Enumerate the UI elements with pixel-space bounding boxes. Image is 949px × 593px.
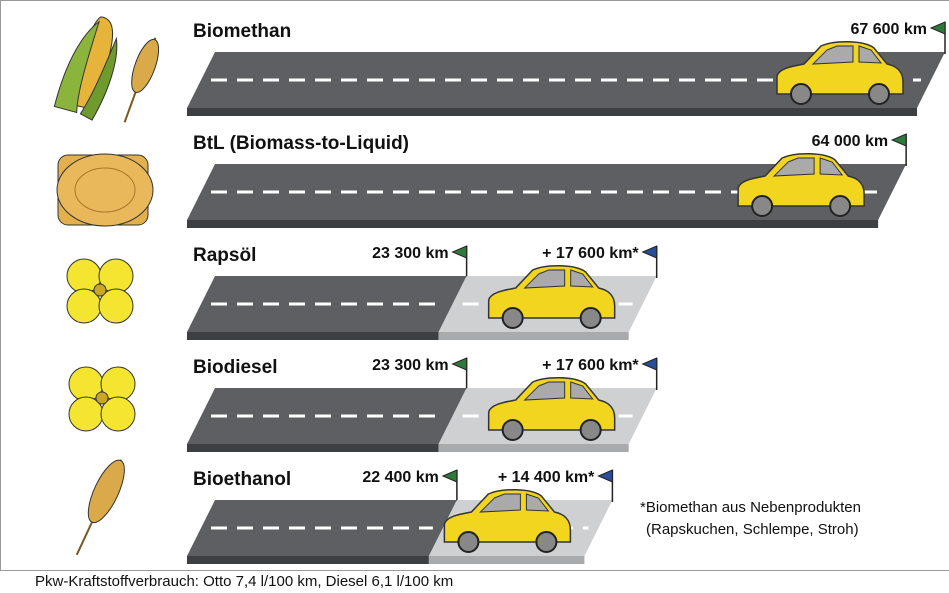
road-edge [187, 556, 429, 564]
value-label: 23 300 km [372, 357, 449, 374]
car-window [819, 157, 844, 176]
flower-icon [68, 366, 136, 432]
car-window [811, 45, 854, 65]
car-wheel [868, 83, 890, 105]
car [487, 377, 616, 441]
car [487, 265, 616, 329]
value-label: 64 000 km [812, 133, 889, 150]
car-window [858, 45, 883, 64]
road-edge [187, 220, 879, 228]
flag [641, 245, 658, 259]
road-edge [428, 556, 585, 564]
car-wheel [535, 531, 558, 553]
car-wheel [457, 531, 480, 553]
car-window [570, 269, 594, 288]
car-window [525, 493, 550, 512]
car [737, 153, 865, 217]
row-title: BtL (Biomass-to-Liquid) [193, 133, 409, 154]
flag [641, 357, 658, 371]
road-edge [438, 444, 629, 452]
row-title: Biomethan [193, 21, 291, 42]
hay-icon [56, 153, 154, 227]
flag [451, 245, 468, 259]
row-title: Biodiesel [193, 357, 277, 378]
value-label: + 14 400 km* [498, 469, 595, 486]
frame [0, 0, 949, 571]
value-label: + 17 600 km* [542, 245, 639, 262]
car-wheel [829, 195, 852, 217]
footnote: (Rapskuchen, Schlempe, Stroh) [646, 521, 859, 538]
car-wheel [790, 83, 812, 105]
road-edge [187, 332, 439, 340]
flower-icon [66, 258, 134, 324]
note: Pkw-Kraftstoffverbrauch: Otto 7,4 l/100 … [35, 573, 453, 590]
flag [890, 133, 907, 147]
value-label: 22 400 km [362, 469, 439, 486]
flag [929, 21, 946, 35]
car-wheel [501, 419, 524, 441]
value-label: + 17 600 km* [542, 357, 639, 374]
wheat-icon [75, 459, 125, 556]
footnote: *Biomethan aus Nebenprodukten [640, 499, 861, 516]
car-window [772, 157, 815, 177]
car [776, 41, 904, 105]
road-edge [187, 444, 439, 452]
car-wheel [579, 307, 602, 329]
car-wheel [751, 195, 774, 217]
row-title: Bioethanol [193, 469, 291, 490]
value-label: 67 600 km [850, 21, 927, 38]
car-window [570, 381, 594, 400]
car-wheel [501, 307, 524, 329]
road-edge [187, 108, 917, 116]
icons [53, 16, 160, 556]
car-window [523, 381, 566, 401]
car-wheel [579, 419, 602, 441]
flag [441, 469, 458, 483]
flag [451, 357, 468, 371]
road-edge [438, 332, 629, 340]
corn-icon [53, 16, 118, 121]
car-window [523, 269, 566, 289]
value-label: 23 300 km [372, 245, 449, 262]
road-segment [187, 164, 907, 220]
wheat-icon [123, 37, 160, 123]
car [443, 489, 572, 553]
flag [597, 469, 613, 483]
row-title: Rapsöl [193, 245, 256, 266]
car-window [479, 493, 521, 513]
road-segment [187, 52, 945, 108]
